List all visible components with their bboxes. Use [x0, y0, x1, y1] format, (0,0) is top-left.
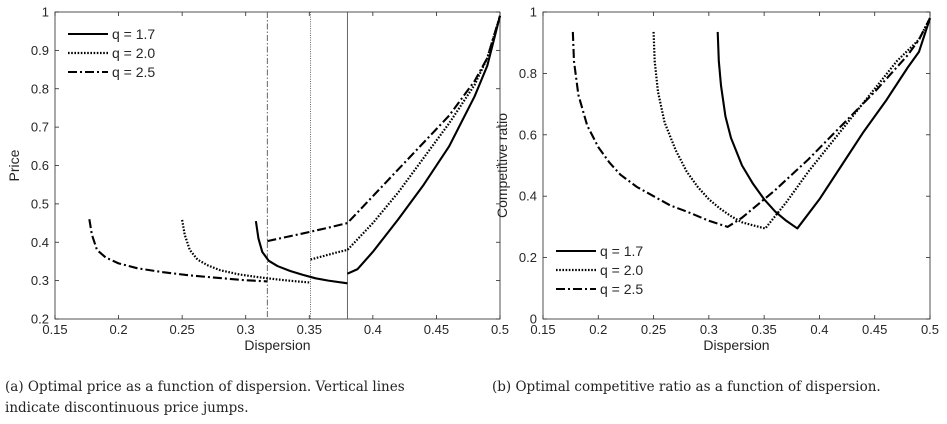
y-axis-label: Price: [6, 149, 22, 181]
y-tick-label: 0.8: [31, 81, 49, 96]
plot-area: [54, 11, 501, 320]
y-tick-label: 0: [530, 312, 537, 327]
legend-entry: q = 1.7: [112, 26, 155, 42]
y-tick-label: 1: [42, 5, 49, 20]
caption-competitive-ratio-chart: (b) Optimal competitive ratio as a funct…: [492, 379, 881, 395]
y-axis-label: Competitive ratio: [494, 113, 510, 218]
x-axis-label: Dispersion: [703, 337, 769, 353]
x-tick-label: 0.35: [297, 322, 322, 337]
y-tick-label: 0.7: [31, 120, 49, 135]
series-line-q-2-5: [571, 17, 931, 228]
x-tick-label: 0.4: [364, 322, 382, 337]
x-tick-label: 0.35: [751, 322, 776, 337]
x-tick-label: 0.15: [42, 322, 67, 337]
price-chart: 0.15 0.2 0.25 0.3 0.35 0.4 0.45 0.50.20.30.40.5…: [6, 5, 509, 354]
plot-area: [542, 11, 931, 320]
y-tick-label: 0.4: [31, 235, 49, 250]
x-tick-label: 0.5: [921, 322, 939, 337]
x-tick-label: 0.45: [424, 322, 449, 337]
y-tick-label: 0.2: [31, 312, 49, 327]
y-tick-label: 0.8: [519, 66, 537, 81]
series-line-q-2-0: [181, 219, 311, 284]
x-tick-label: 0.45: [862, 322, 887, 337]
y-tick-label: 1: [530, 5, 537, 20]
x-tick-label: 0.3: [700, 322, 718, 337]
legend-entry: q = 1.7: [600, 243, 643, 259]
legend-entry: q = 2.0: [600, 262, 643, 278]
series-line-q-1-7: [254, 220, 348, 285]
y-tick-label: 0.5: [31, 196, 49, 211]
y-tick-label: 0.4: [519, 189, 537, 204]
x-tick-label: 0.4: [810, 322, 828, 337]
legend-entry: q = 2.0: [112, 45, 155, 61]
x-tick-label: 0.15: [530, 322, 555, 337]
y-tick-label: 0.6: [31, 158, 49, 173]
x-tick-label: 0.2: [110, 322, 128, 337]
x-tick-label: 0.25: [169, 322, 194, 337]
x-tick-label: 0.2: [589, 322, 607, 337]
x-tick-label: 0.5: [491, 322, 509, 337]
y-tick-label: 0.6: [519, 127, 537, 142]
y-tick-label: 0.9: [31, 43, 49, 58]
x-axis-label: Dispersion: [244, 337, 310, 353]
x-tick-label: 0.25: [641, 322, 666, 337]
x-tick-label: 0.3: [237, 322, 255, 337]
y-tick-label: 0.2: [519, 250, 537, 265]
legend-entry: q = 2.5: [112, 64, 155, 80]
competitive-ratio-chart: 0.15 0.2 0.25 0.3 0.35 0.4 0.45 0.5 0 0.2 0.4 0.6 0.…: [494, 5, 939, 354]
legend-entry: q = 2.5: [600, 281, 643, 297]
y-tick-label: 0.3: [31, 273, 49, 288]
series-line-q-1-7: [716, 17, 931, 230]
series-line-q-2-5: [267, 15, 502, 243]
series-line-q-1-7: [346, 15, 502, 275]
caption-price-chart: (a) Optimal price as a function of dispe…: [5, 379, 405, 416]
